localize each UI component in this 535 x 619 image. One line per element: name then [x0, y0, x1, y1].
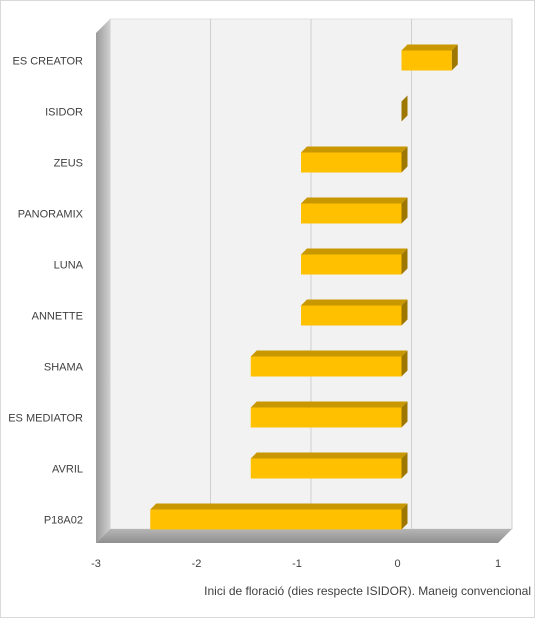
bar	[250, 356, 402, 377]
bar-side	[401, 95, 408, 122]
bar-top	[301, 197, 408, 204]
x-axis-label: Inici de floració (dies respecte ISIDOR)…	[204, 584, 531, 598]
bar	[301, 254, 402, 275]
bar-side	[401, 248, 408, 275]
bar-top	[250, 401, 408, 408]
category-label: LUNA	[54, 260, 84, 272]
bar	[150, 509, 402, 530]
bar-side	[401, 350, 408, 377]
category-label: P18A02	[44, 515, 83, 527]
bar-top	[250, 350, 408, 357]
bar	[301, 203, 402, 224]
floor	[96, 529, 512, 543]
bar-top	[401, 44, 458, 51]
category-label: ZEUS	[54, 158, 83, 170]
bar	[250, 458, 402, 479]
category-label: AVRIL	[52, 464, 83, 476]
bar	[250, 407, 402, 428]
bar-side	[451, 44, 458, 71]
category-label: SHAMA	[44, 362, 84, 374]
side-wall	[96, 19, 110, 543]
bar	[301, 152, 402, 173]
category-label: ISIDOR	[45, 107, 83, 119]
bar-top	[150, 503, 408, 510]
bar-side	[401, 299, 408, 326]
category-label: PANORAMIX	[18, 209, 84, 221]
bar-side	[401, 197, 408, 224]
x-tick-label: 0	[394, 558, 400, 570]
x-tick-label: 1	[495, 558, 501, 570]
x-tick-label: -3	[91, 558, 101, 570]
bar-side	[401, 146, 408, 173]
x-tick-label: -2	[192, 558, 202, 570]
category-label: ANNETTE	[32, 311, 83, 323]
bar-top	[301, 146, 408, 153]
bar-side	[401, 503, 408, 530]
bar	[301, 305, 402, 326]
category-label: ES MEDIATOR	[8, 413, 83, 425]
bar-top	[301, 299, 408, 306]
bar-side	[401, 401, 408, 428]
bar-top	[250, 452, 408, 459]
bar-side	[401, 452, 408, 479]
x-tick-label: -1	[292, 558, 302, 570]
bar	[401, 50, 452, 71]
category-label: ES CREATOR	[13, 56, 84, 68]
bar-top	[301, 248, 408, 255]
